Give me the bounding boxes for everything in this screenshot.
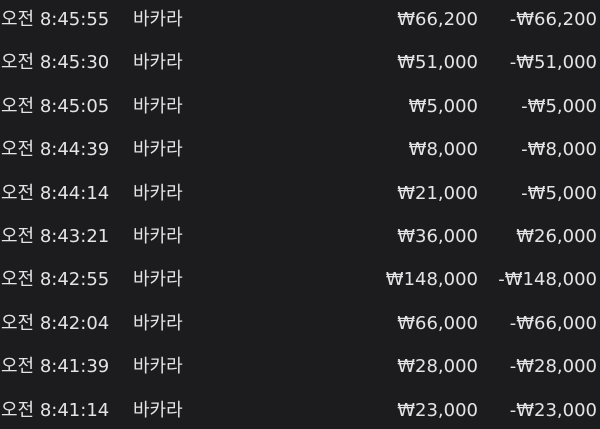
bet-amount: ₩23,000: [397, 399, 478, 421]
game-name: 바카라: [133, 226, 183, 247]
time: 오전 8:42:55: [1, 269, 110, 291]
result-amount: -₩8,000: [521, 139, 597, 161]
game-name: 바카라: [133, 356, 183, 378]
game-name: 바카라: [133, 399, 183, 421]
time: 오전 8:43:21: [1, 226, 110, 247]
bet-amount: ₩36,000: [397, 226, 478, 247]
result-amount: -₩5,000: [521, 182, 597, 204]
time: 오전 8:45:55: [1, 9, 110, 30]
bet-amount: ₩51,000: [397, 52, 478, 74]
bet-amount: ₩8,000: [408, 139, 478, 161]
time: 오전 8:41:39: [1, 356, 110, 378]
time: 오전 8:45:30: [1, 52, 110, 74]
time: 오전 8:44:39: [1, 139, 110, 161]
result-amount: -₩51,000: [509, 52, 597, 74]
bet-amount: ₩66,200: [397, 9, 478, 30]
game-name: 바카라: [133, 269, 183, 291]
result-amount: -₩66,000: [509, 312, 597, 334]
result-amount: ₩26,000: [516, 226, 597, 247]
game-name: 바카라: [133, 182, 183, 204]
bet-amount: ₩148,000: [385, 269, 478, 291]
game-name: 바카라: [133, 9, 183, 30]
result-amount: -₩5,000: [521, 95, 597, 117]
result-amount: -₩23,000: [509, 399, 597, 421]
time: 오전 8:44:14: [1, 182, 110, 204]
game-name: 바카라: [133, 95, 183, 117]
game-name: 바카라: [133, 139, 183, 161]
time: 오전 8:45:05: [1, 95, 110, 117]
result-amount: -₩148,000: [498, 269, 597, 291]
bet-amount: ₩28,000: [397, 356, 478, 378]
result-amount: -₩66,200: [509, 9, 597, 30]
game-name: 바카라: [133, 312, 183, 334]
game-name: 바카라: [133, 52, 183, 74]
bet-amount: ₩66,000: [397, 312, 478, 334]
time: 오전 8:41:14: [1, 399, 110, 421]
time: 오전 8:42:04: [1, 312, 110, 334]
result-amount: -₩28,000: [509, 356, 597, 378]
bet-amount: ₩5,000: [408, 95, 478, 117]
bet-amount: ₩21,000: [397, 182, 478, 204]
